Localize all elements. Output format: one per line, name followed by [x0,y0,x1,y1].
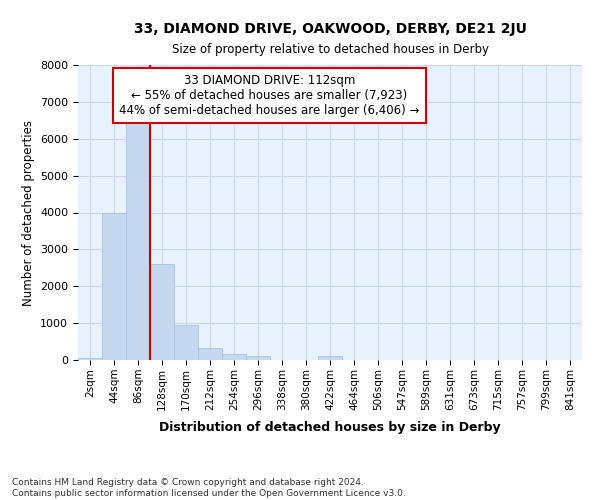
Bar [150,264,174,360]
Bar [246,356,270,360]
Bar [318,356,342,360]
Text: Contains HM Land Registry data © Crown copyright and database right 2024.
Contai: Contains HM Land Registry data © Crown c… [12,478,406,498]
Bar [78,358,102,360]
Text: 33, DIAMOND DRIVE, OAKWOOD, DERBY, DE21 2JU: 33, DIAMOND DRIVE, OAKWOOD, DERBY, DE21 … [134,22,526,36]
Bar [174,325,198,360]
Bar [126,118,150,360]
Bar [198,348,222,360]
Bar [102,212,126,360]
Text: Size of property relative to detached houses in Derby: Size of property relative to detached ho… [172,42,488,56]
Text: 33 DIAMOND DRIVE: 112sqm
← 55% of detached houses are smaller (7,923)
44% of sem: 33 DIAMOND DRIVE: 112sqm ← 55% of detach… [119,74,420,117]
Y-axis label: Number of detached properties: Number of detached properties [22,120,35,306]
X-axis label: Distribution of detached houses by size in Derby: Distribution of detached houses by size … [159,421,501,434]
Bar [222,354,246,360]
